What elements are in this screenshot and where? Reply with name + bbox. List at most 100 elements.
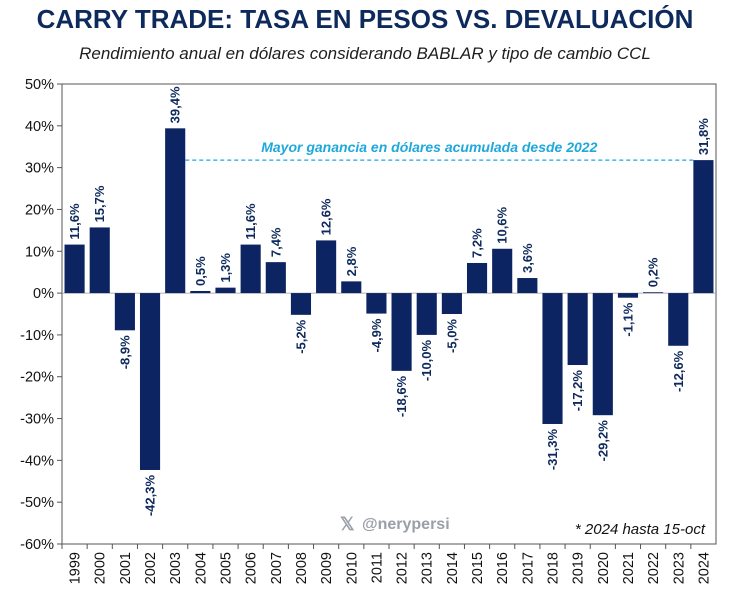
data-label-2014: -5,0% <box>444 319 459 353</box>
bar-2007 <box>265 262 286 294</box>
bar-2018 <box>542 293 563 424</box>
data-label-2000: 15,7% <box>92 185 107 222</box>
bar-2011 <box>366 293 387 314</box>
y-tick-label: 50% <box>25 77 54 93</box>
bar-2012 <box>391 293 412 371</box>
data-label-2010: 2,8% <box>344 246 359 276</box>
data-label-2011: -4,9% <box>369 318 384 352</box>
data-label-2021: -1,1% <box>620 302 635 336</box>
bar-2002 <box>139 293 161 470</box>
data-label-2007: 7,4% <box>268 227 283 257</box>
x-tick-label-2003: 2003 <box>168 552 184 584</box>
data-label-2008: -5,2% <box>293 319 308 353</box>
bar-2019 <box>567 293 588 366</box>
bar-2006 <box>240 244 261 294</box>
watermark: 𝕏 @nerypersi <box>340 514 450 534</box>
x-tick-label-2021: 2021 <box>621 552 637 584</box>
data-label-2006: 11,6% <box>243 203 258 240</box>
bars-group <box>62 128 716 470</box>
x-tick-label-2012: 2012 <box>395 552 411 584</box>
x-tick-label-2015: 2015 <box>470 552 486 584</box>
x-tick-label-2007: 2007 <box>269 552 285 584</box>
x-tick-label-2010: 2010 <box>344 552 360 584</box>
data-label-2004: 0,5% <box>193 256 208 286</box>
y-tick-label: -40% <box>20 453 54 469</box>
data-label-2015: 7,2% <box>470 228 485 258</box>
data-label-2012: -18,6% <box>394 375 409 417</box>
y-tick-label: -50% <box>20 495 54 511</box>
watermark-handle: @nerypersi <box>362 516 450 533</box>
x-tick-label-2006: 2006 <box>244 552 260 584</box>
y-tick-label: 0% <box>33 286 54 302</box>
bar-2004 <box>190 291 211 294</box>
x-tick-label-2019: 2019 <box>571 552 587 584</box>
bar-2005 <box>215 287 236 294</box>
data-label-1999: 11,6% <box>67 203 82 240</box>
x-tick-label-2020: 2020 <box>596 552 612 584</box>
bar-2000 <box>89 227 110 294</box>
bar-2021 <box>617 293 639 298</box>
bar-2015 <box>466 262 488 294</box>
x-tick-label-2011: 2011 <box>369 552 385 583</box>
data-labels-group: 11,6% 15,7% -8,9% -42,3% 39,4% 0,5% 1,3% 11,6% 7… <box>67 86 711 516</box>
bar-2016 <box>492 248 513 294</box>
data-label-2001: -8,9% <box>117 335 132 369</box>
x-tick-label-2009: 2009 <box>319 552 335 584</box>
x-tick-label-2002: 2002 <box>143 552 159 584</box>
bar-2020 <box>592 293 613 416</box>
y-tick-label: 40% <box>25 119 54 135</box>
y-tick-label: 10% <box>25 244 54 260</box>
bar-2014 <box>441 293 462 314</box>
x-tick-label-2008: 2008 <box>294 552 310 584</box>
x-tick-label-2000: 2000 <box>93 552 109 584</box>
data-label-2009: 12,6% <box>319 198 334 235</box>
data-label-2020: -29,2% <box>595 420 610 462</box>
x-tick-label-2018: 2018 <box>546 552 562 584</box>
bar-2009 <box>316 240 337 294</box>
x-tick-label-2005: 2005 <box>219 552 235 584</box>
y-tick-label: 20% <box>25 202 54 218</box>
bar-2001 <box>114 293 135 331</box>
data-label-2019: -17,2% <box>570 370 585 412</box>
bar-2010 <box>341 281 362 294</box>
bar-2017 <box>517 278 538 294</box>
data-label-2003: 39,4% <box>168 86 183 123</box>
bar-1999 <box>64 244 85 294</box>
bar-2022 <box>643 292 664 294</box>
y-tick-label: -30% <box>20 412 54 428</box>
x-tick-label-2016: 2016 <box>495 552 511 584</box>
bar-2008 <box>290 293 312 315</box>
x-tick-label-2023: 2023 <box>671 552 687 584</box>
data-label-2016: 10,6% <box>495 206 510 243</box>
x-tick-label-2024: 2024 <box>696 552 712 584</box>
x-tick-label-2013: 2013 <box>420 552 436 584</box>
y-axis-ticks: 50% 40% 30% 20% 10% 0% -10% -20% -30% -40% -50% -60… <box>20 77 62 553</box>
annotation-label: Mayor ganancia en dólares acumulada desd… <box>261 139 597 155</box>
bar-2023 <box>668 293 689 346</box>
data-label-2023: -12,6% <box>671 350 686 392</box>
bar-2013 <box>416 293 437 335</box>
y-tick-label: -10% <box>20 328 54 344</box>
x-logo-icon: 𝕏 <box>340 514 355 534</box>
data-label-2024: 31,8% <box>696 118 711 155</box>
data-label-2002: -42,3% <box>143 475 158 517</box>
data-label-2022: 0,2% <box>646 257 661 287</box>
x-tick-label-2001: 2001 <box>118 552 134 584</box>
data-label-2013: -10,0% <box>419 339 434 381</box>
data-label-2017: 3,6% <box>520 243 535 273</box>
x-tick-label-1999: 1999 <box>68 552 84 584</box>
chart-subtitle: Rendimiento anual en dólares considerand… <box>79 44 651 63</box>
chart-title: CARRY TRADE: TASA EN PESOS VS. DEVALUACI… <box>36 4 694 34</box>
y-tick-label: 30% <box>25 161 54 177</box>
data-label-2005: 1,3% <box>218 253 233 283</box>
data-label-2018: -31,3% <box>545 429 560 471</box>
x-tick-label-2014: 2014 <box>445 552 461 584</box>
bar-2003 <box>165 128 186 294</box>
bar-2024 <box>693 160 714 294</box>
y-tick-label: -20% <box>20 370 54 386</box>
y-tick-label: -60% <box>20 537 54 553</box>
x-tick-label-2004: 2004 <box>193 552 209 584</box>
x-axis-ticks: 1999 2000 2001 2002 2003 2004 2005 2006 2007 2008… <box>61 544 712 584</box>
x-tick-label-2022: 2022 <box>646 552 662 584</box>
